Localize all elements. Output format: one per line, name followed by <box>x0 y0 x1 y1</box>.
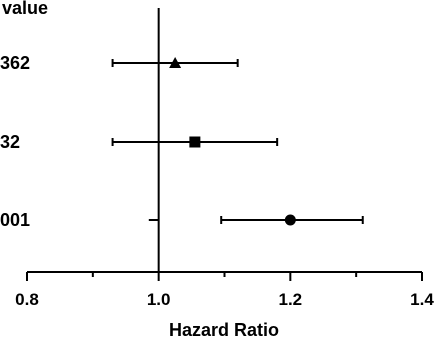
x-tick-label: 1.0 <box>147 290 171 309</box>
hr-marker-circle <box>284 214 296 226</box>
pvalue-label-1: 362 <box>0 53 30 73</box>
x-axis: 0.8 1.0 1.2 1.4 <box>15 271 434 309</box>
hr-marker-triangle <box>169 57 182 68</box>
x-tick-label: 0.8 <box>15 290 39 309</box>
estimates <box>111 57 364 226</box>
x-tick-label: 1.2 <box>279 290 303 309</box>
x-axis-label: Hazard Ratio <box>169 320 279 340</box>
pvalue-column-header: value <box>2 0 48 18</box>
pvalue-labels: 362 32 001 <box>0 53 30 230</box>
hr-marker-square <box>189 136 201 148</box>
pvalue-label-3: 001 <box>0 210 30 230</box>
pvalue-label-2: 32 <box>0 132 20 152</box>
x-tick-label: 1.4 <box>410 290 434 309</box>
